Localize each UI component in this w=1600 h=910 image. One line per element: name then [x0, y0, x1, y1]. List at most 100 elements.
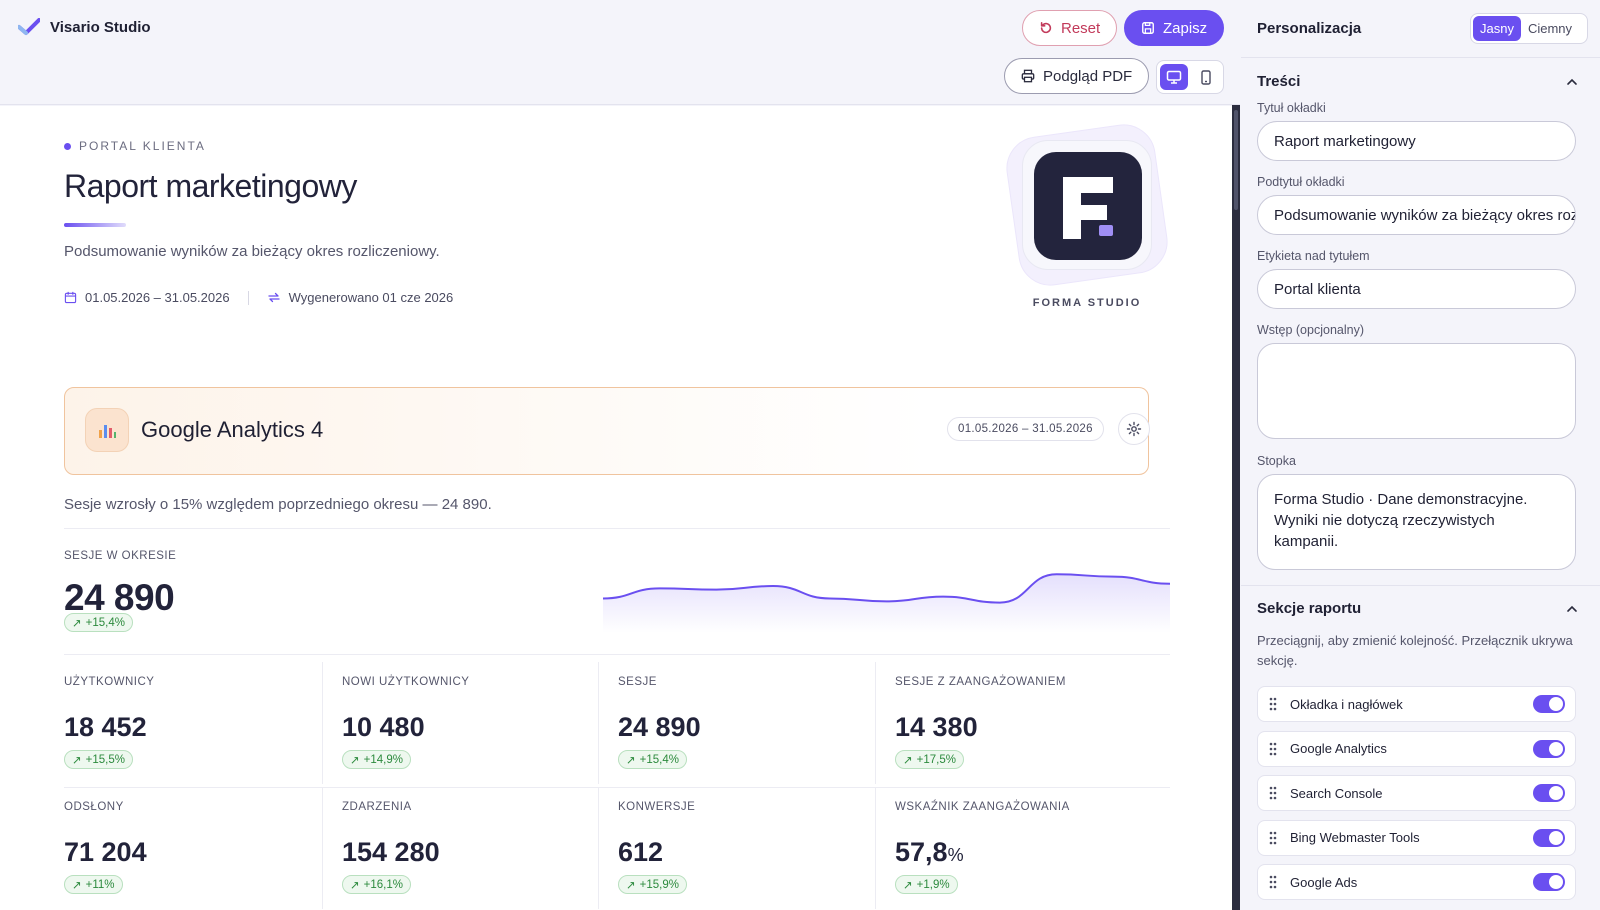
section-row[interactable]: Okładka i nagłówek [1257, 686, 1576, 722]
report-date-range: 01.05.2026 – 31.05.2026 [85, 290, 230, 305]
section-row[interactable]: Search Console [1257, 775, 1576, 811]
title-accent [64, 223, 126, 227]
metric-label: SESJE [618, 676, 657, 688]
save-button[interactable]: Zapisz [1124, 10, 1225, 46]
metric-delta: +1,9% [916, 878, 950, 891]
preview-scroll-thumb[interactable] [1234, 110, 1238, 210]
pdf-preview-button[interactable]: Podgląd PDF [1004, 58, 1150, 94]
metric-card: ZDARZENIA 154 280 ↗ +16,1% [322, 787, 598, 909]
sections-heading[interactable]: Sekcje raportu [1257, 600, 1362, 617]
desktop-view-button[interactable] [1160, 64, 1188, 90]
logo-caption: FORMA STUDIO [1032, 297, 1142, 309]
intro-textarea[interactable] [1257, 343, 1576, 439]
metric-card: WSKAŹNIK ZAANGAŻOWANIA 57,8% ↗ +1,9% [875, 787, 1151, 909]
metric-delta-badge: ↗ +14,9% [342, 750, 411, 769]
sections-hint: Przeciągnij, aby zmienić kolejność. Prze… [1257, 633, 1573, 668]
ga-date-range: 01.05.2026 – 31.05.2026 [947, 417, 1104, 441]
theme-toggle: Jasny Ciemny [1470, 13, 1588, 44]
metric-card: KONWERSJE 612 ↗ +15,9% [598, 787, 874, 909]
customization-panel: Personalizacja Jasny Ciemny Treści Tytuł… [1241, 0, 1600, 910]
trend-up-icon: ↗ [903, 754, 913, 767]
metric-number: 57,8 [895, 837, 948, 867]
printer-icon [1021, 69, 1035, 83]
metric-value: 57,8% [895, 837, 964, 868]
metric-number: 154 280 [342, 837, 440, 867]
panel-title: Personalizacja [1257, 20, 1362, 37]
ga-settings-button[interactable] [1118, 413, 1150, 445]
metric-delta: +16,1% [363, 878, 403, 891]
top-toolbar: Visario Studio Reset Zapisz Podgląd PDF [0, 0, 1240, 105]
metric-card: SESJE 24 890 ↗ +15,4% [598, 662, 874, 784]
divider [64, 787, 1170, 788]
intro-label: Wstęp (opcjonalny) [1257, 323, 1364, 337]
metric-number: 10 480 [342, 712, 425, 742]
metric-value: 18 452 [64, 712, 147, 743]
preview-scrollbar[interactable] [1232, 105, 1240, 910]
metric-delta-badge: ↗ +15,4% [618, 750, 687, 769]
footer-textarea[interactable]: Forma Studio · Dane demonstracyjne. Wyni… [1257, 474, 1576, 570]
drag-handle-icon[interactable] [1268, 741, 1278, 757]
trend-up-icon: ↗ [350, 754, 360, 767]
cover-subtitle-input[interactable]: Podsumowanie wyników za bieżący okres ro… [1257, 195, 1576, 235]
section-row[interactable]: Google Ads [1257, 864, 1576, 900]
pdf-label: Podgląd PDF [1043, 67, 1133, 85]
eyebrow-dot-icon [64, 142, 71, 150]
report-meta: 01.05.2026 – 31.05.2026 Wygenerowano 01 … [64, 290, 453, 305]
drag-handle-icon[interactable] [1268, 696, 1278, 712]
trend-up-icon: ↗ [903, 879, 913, 892]
headline-value: 24 890 [64, 577, 175, 618]
section-row[interactable]: Google Analytics [1257, 730, 1576, 767]
metric-number: 71 204 [64, 837, 147, 867]
section-visibility-toggle[interactable] [1533, 828, 1565, 847]
metric-label: KONWERSJE [618, 801, 696, 813]
undo-icon [1040, 21, 1052, 34]
mobile-view-button[interactable] [1192, 64, 1220, 90]
theme-light-option[interactable]: Jasny [1473, 16, 1521, 41]
eyebrow-field-label: Etykieta nad tytułem [1257, 249, 1370, 263]
content-section-heading[interactable]: Treści [1257, 73, 1301, 90]
drag-handle-icon[interactable] [1268, 874, 1278, 890]
meta-divider [247, 290, 249, 305]
trend-up-icon: ↗ [72, 617, 82, 630]
section-visibility-toggle[interactable] [1533, 695, 1565, 713]
metric-value: 154 280 [342, 837, 440, 868]
sessions-sparkline [603, 573, 1170, 633]
chevron-up-icon[interactable] [1565, 75, 1579, 89]
section-row[interactable]: Bing Webmaster Tools [1257, 819, 1576, 856]
section-visibility-toggle[interactable] [1533, 873, 1565, 891]
metric-number: 18 452 [64, 712, 147, 742]
divider [64, 528, 1170, 529]
headline-delta: +15,4% [85, 616, 125, 629]
client-logo [1002, 120, 1172, 290]
metric-delta-badge: ↗ +11% [64, 875, 123, 894]
metric-delta: +11% [85, 878, 115, 891]
section-visibility-toggle[interactable] [1533, 739, 1565, 758]
trend-up-icon: ↗ [72, 879, 82, 892]
metric-delta: +14,9% [363, 753, 403, 766]
reset-button[interactable]: Reset [1022, 10, 1118, 46]
theme-dark-option[interactable]: Ciemny [1527, 21, 1573, 36]
drag-handle-icon[interactable] [1268, 785, 1278, 801]
metric-value: 612 [618, 837, 663, 868]
metric-delta: +17,5% [916, 753, 956, 766]
drag-handle-icon[interactable] [1268, 830, 1278, 846]
sparkline-line [603, 573, 1170, 604]
chevron-up-icon[interactable] [1565, 602, 1579, 616]
section-row-label: Google Analytics [1290, 741, 1387, 756]
section-visibility-toggle[interactable] [1533, 784, 1565, 802]
headline-delta-badge: ↗ +15,4% [64, 613, 133, 632]
panel-header: Personalizacja Jasny Ciemny [1241, 0, 1600, 58]
metric-label: WSKAŹNIK ZAANGAŻOWANIA [895, 801, 1070, 813]
generated-date: Wygenerowano 01 cze 2026 [288, 290, 454, 305]
ga-summary: Sesje wzrosły o 15% względem poprzednieg… [64, 496, 492, 513]
desktop-icon [1166, 70, 1182, 84]
trend-up-icon: ↗ [72, 754, 82, 767]
eyebrow-input[interactable]: Portal klienta [1257, 269, 1576, 309]
metric-value: 71 204 [64, 837, 147, 868]
report-title: Raport marketingowy [64, 168, 357, 204]
metric-label: ZDARZENIA [342, 801, 412, 813]
metric-label: NOWI UŻYTKOWNICY [342, 676, 470, 688]
footer-label: Stopka [1257, 454, 1296, 468]
cover-title-input[interactable]: Raport marketingowy [1257, 121, 1576, 161]
eyebrow: PORTAL KLIENTA [64, 139, 206, 153]
